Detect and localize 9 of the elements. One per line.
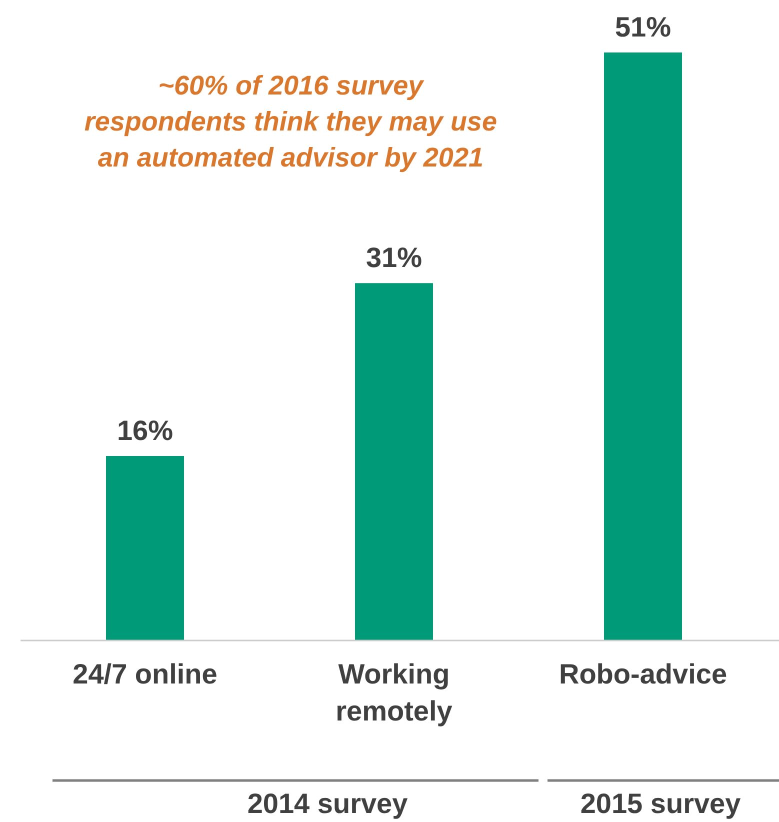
x-tick-label: 24/7 online: [72, 658, 218, 690]
data-label: 31%: [366, 242, 422, 274]
data-label: 16%: [116, 415, 174, 446]
data-label: 51%: [614, 12, 672, 42]
x-tick-label: Robo-advice: [558, 658, 728, 690]
text: 2015 survey: [580, 788, 742, 819]
x-tick-label: Working remotely: [336, 658, 453, 727]
annotation: ~60% of 2016 survey respondents think they may use an automated advisor by 2021: [84, 70, 497, 172]
text: 2014 survey: [247, 788, 408, 819]
